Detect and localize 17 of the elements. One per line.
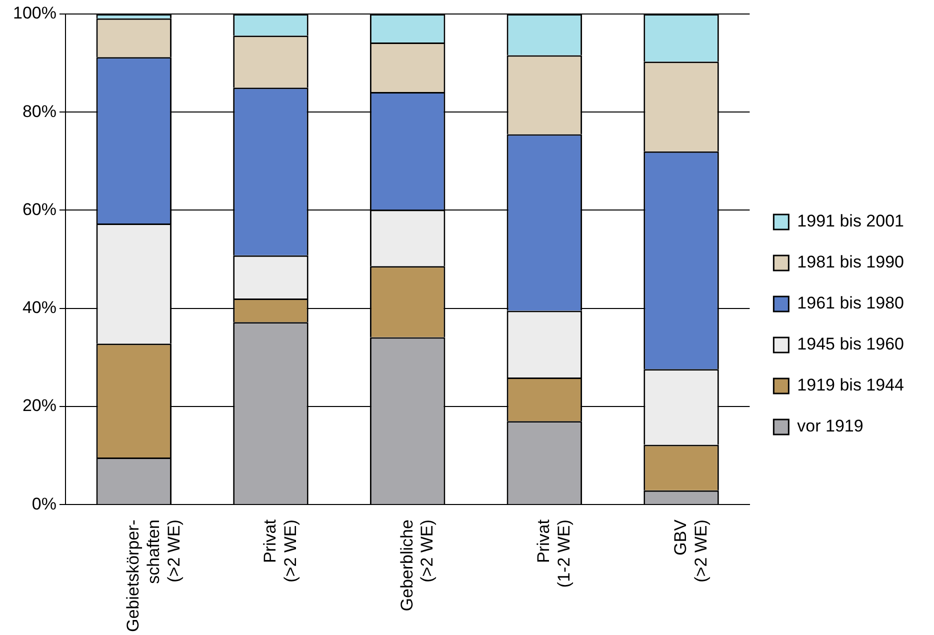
x-tick-label: Privat (1-2 WE) [534, 519, 574, 588]
x-tick-label: Privat (>2 WE) [260, 519, 300, 582]
y-tick-label: 60% [22, 200, 56, 219]
x-tick-label: Gebietskörper- schaften (>2 WE) [124, 520, 184, 632]
legend-label: 1981 bis 1990 [797, 252, 904, 272]
legend-label: 1991 bis 2001 [797, 212, 904, 231]
legend-label: vor 1919 [797, 416, 864, 436]
legend-label: 1919 bis 1944 [797, 376, 904, 395]
y-tick-label: 0% [32, 494, 56, 514]
legend-label: 1945 bis 1960 [797, 334, 904, 354]
y-tick-label: 100% [12, 4, 56, 23]
y-tick-label: 80% [22, 102, 56, 121]
x-tick-label: GBV (>2 WE) [670, 518, 710, 582]
y-tick-label: 20% [22, 396, 56, 416]
y-tick-label: 40% [22, 298, 56, 318]
x-tick-label: Geberbliche (>2 WE) [397, 520, 437, 612]
legend-label: 1961 bis 1980 [797, 294, 904, 313]
